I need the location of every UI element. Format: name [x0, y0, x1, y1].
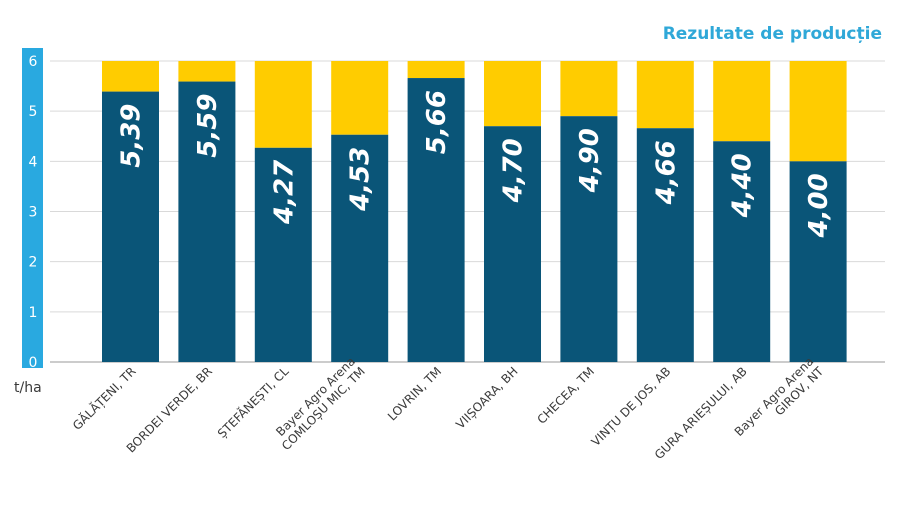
bar-value: [178, 81, 236, 363]
bar-remainder: [636, 61, 694, 129]
data-label: 4,40: [728, 153, 758, 218]
bar-remainder: [407, 61, 465, 79]
bar-value: [407, 78, 465, 362]
bar-value: [331, 134, 389, 362]
data-label: 4,70: [499, 138, 529, 203]
data-label: 5,66: [422, 90, 452, 154]
category-label-line: GĂLĂȚENI, TR: [69, 364, 138, 433]
bar-value: [636, 128, 694, 362]
y-axis-unit-label: t/ha: [14, 380, 42, 396]
bar-remainder: [254, 61, 312, 148]
bars: [102, 61, 847, 363]
bar-remainder: [789, 61, 847, 162]
category-label: LOVRIN, TM: [385, 364, 444, 423]
bar-remainder: [560, 61, 618, 117]
category-label: VINȚU DE JOS, AB: [589, 364, 674, 449]
y-tick-label: 6: [29, 54, 38, 70]
data-label: 4,00: [804, 173, 834, 238]
bar-value: [254, 147, 312, 362]
category-label: GĂLĂȚENI, TR: [69, 364, 138, 433]
bar-value: [560, 116, 618, 362]
bar-value: [484, 126, 541, 362]
data-label: 4,66: [651, 140, 681, 205]
y-tick-label: 0: [29, 355, 38, 371]
y-tick-label: 3: [29, 205, 38, 221]
bar-remainder: [331, 61, 389, 135]
bar-value: [713, 141, 771, 362]
y-tick-label: 5: [29, 104, 38, 120]
category-label-line: VIIȘOARA, BH: [453, 364, 520, 431]
y-axis-bar: [22, 48, 43, 368]
data-labels: 5,39 5,59 4,27 4,53 5,66 4,70 4,90 4,66 4,40 4,00: [117, 90, 835, 238]
category-label-line: COMLOȘU MIC, TM: [279, 364, 368, 453]
data-label: 5,39: [117, 104, 147, 168]
data-label: 5,59: [193, 94, 223, 158]
category-label: CHECEA, TM: [534, 364, 597, 427]
category-label: VIIȘOARA, BH: [453, 364, 520, 431]
chart-title: Rezultate de producție: [663, 24, 882, 44]
data-label: 4,53: [346, 147, 376, 212]
bar-value: [102, 91, 159, 362]
data-label: 4,90: [575, 128, 605, 193]
data-label: 4,27: [269, 159, 299, 225]
y-tick-label: 2: [29, 255, 38, 271]
category-label-line: CHECEA, TM: [534, 364, 597, 427]
category-label-line: LOVRIN, TM: [385, 364, 444, 423]
y-tick-label: 4: [29, 154, 38, 170]
category-label: BORDEI VERDE, BR: [124, 364, 215, 455]
category-label-line: VINȚU DE JOS, AB: [589, 364, 674, 449]
y-axis-ticks: 0 1 2 3 4 5 6: [29, 54, 38, 371]
bar-remainder: [713, 61, 771, 142]
bar-remainder: [484, 61, 541, 127]
bar-remainder: [102, 61, 159, 92]
category-label-line: BORDEI VERDE, BR: [124, 364, 215, 455]
bar-value: [789, 161, 847, 362]
y-tick-label: 1: [29, 305, 38, 321]
bar-remainder: [178, 61, 236, 82]
